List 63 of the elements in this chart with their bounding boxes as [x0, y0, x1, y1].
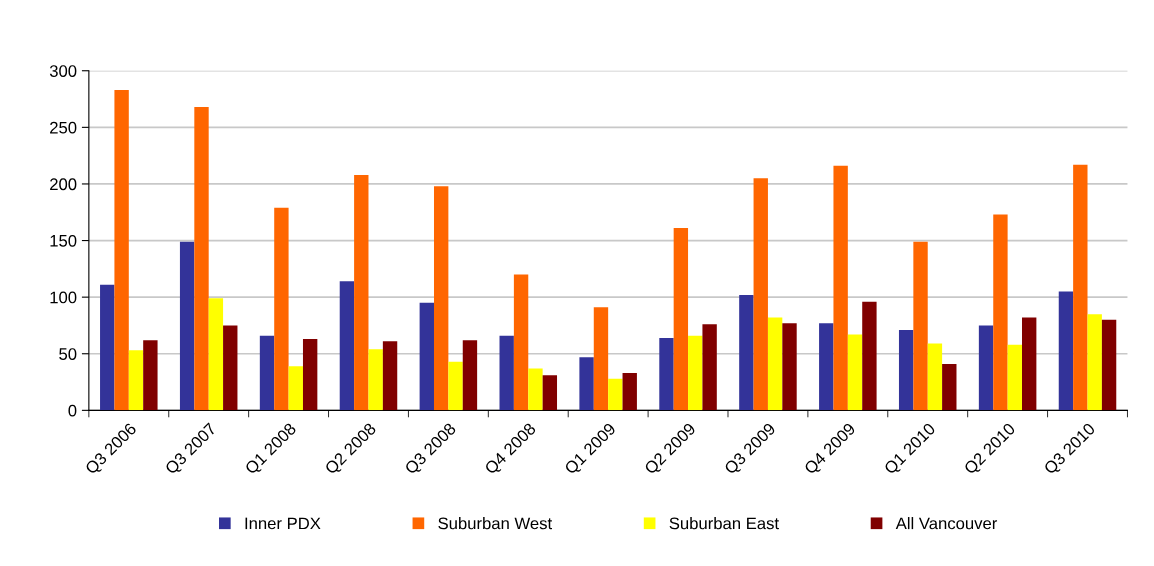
- bar: [579, 357, 594, 411]
- bar: [1007, 344, 1022, 411]
- bar: [608, 378, 623, 411]
- bar: [753, 178, 768, 411]
- bar: [862, 301, 877, 411]
- legend-label: Suburban West: [438, 517, 553, 530]
- bar: [993, 214, 1008, 411]
- legend-label: All Vancouver: [895, 517, 998, 530]
- bar: [898, 329, 914, 411]
- bar: [833, 165, 848, 411]
- bar: [288, 366, 303, 411]
- y-tick-label: 300: [49, 65, 77, 77]
- bar: [100, 284, 115, 411]
- bar: [1087, 314, 1102, 411]
- bar: [259, 335, 275, 411]
- bar: [913, 241, 928, 411]
- bar: [448, 361, 463, 411]
- bar: [1101, 319, 1117, 411]
- bar: [927, 343, 943, 411]
- bar: [194, 106, 209, 411]
- bar: [382, 341, 398, 411]
- bar: [339, 281, 355, 411]
- bar: [499, 335, 514, 411]
- bar: [978, 325, 994, 411]
- bar: [179, 241, 195, 411]
- y-tick-label: 0: [68, 404, 77, 417]
- bar: [673, 228, 689, 411]
- bar: [433, 186, 449, 411]
- bar: [1073, 164, 1088, 411]
- bar: [128, 350, 144, 411]
- bar: [419, 302, 434, 411]
- legend-label: Suburban East: [669, 517, 779, 530]
- bar: [622, 372, 637, 411]
- bar: [767, 317, 783, 411]
- bar: [688, 335, 703, 411]
- bar: [739, 294, 754, 411]
- bar: [302, 339, 318, 411]
- y-tick-label: 200: [50, 178, 77, 191]
- bar: [542, 375, 558, 411]
- bar: [114, 89, 129, 411]
- bar: [528, 368, 543, 411]
- bar: [819, 323, 834, 411]
- y-tick-label: 100: [50, 291, 77, 304]
- bar: [593, 307, 609, 411]
- bar: [223, 325, 238, 411]
- bar: [143, 340, 158, 411]
- bar: [659, 337, 674, 411]
- bar: [208, 298, 224, 411]
- legend-label: Inner PDX: [245, 517, 321, 530]
- bar: [462, 340, 478, 411]
- bar: [847, 334, 863, 411]
- bar: [368, 349, 383, 411]
- y-tick-label: 50: [59, 348, 77, 360]
- y-tick-label: 250: [50, 121, 77, 134]
- bar: [354, 174, 369, 411]
- bar: [942, 363, 957, 411]
- bar: [782, 323, 797, 411]
- bar: [513, 274, 529, 411]
- y-tick-label: 150: [50, 234, 77, 247]
- bar: [274, 207, 289, 411]
- bar: [1022, 317, 1037, 411]
- bar: [1058, 291, 1074, 411]
- bar: [702, 324, 717, 411]
